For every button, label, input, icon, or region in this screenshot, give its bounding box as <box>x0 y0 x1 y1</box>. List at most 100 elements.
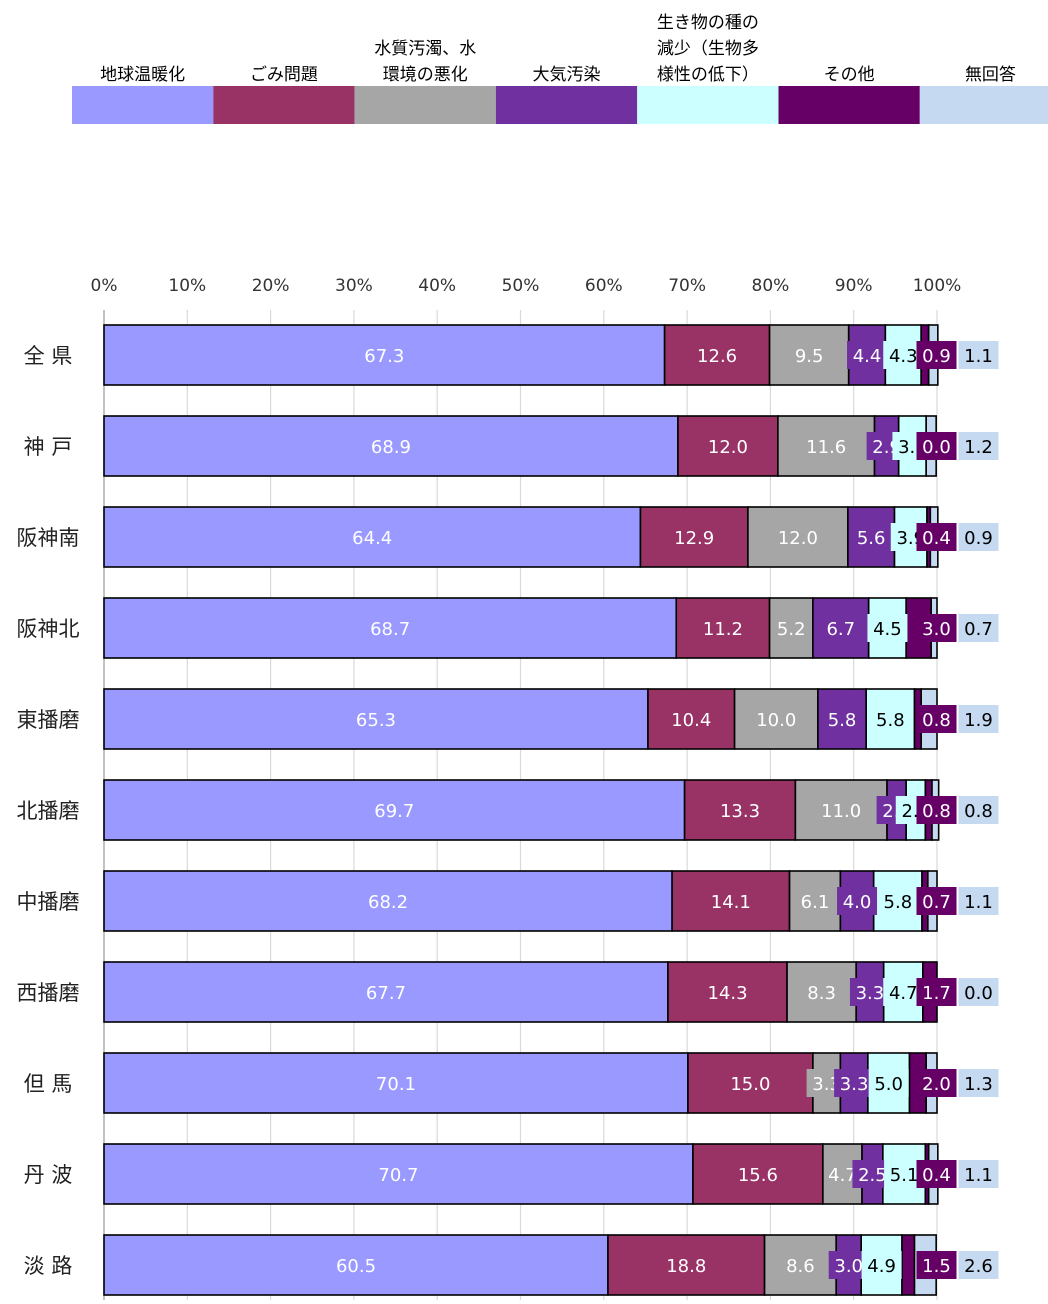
bar-segment <box>901 1234 916 1296</box>
bar-segment <box>103 506 642 568</box>
x-tick-label: 30% <box>335 276 373 296</box>
value-label-bg <box>877 887 918 915</box>
value-label: 1.1 <box>964 1165 993 1186</box>
value-label-bg <box>916 1160 957 1188</box>
category-label: 西播磨 <box>17 981 80 1005</box>
value-label: 1.1 <box>964 346 993 367</box>
value-label: 18.8 <box>666 1256 706 1277</box>
value-label: 3.3 <box>812 1074 841 1095</box>
x-tick-label: 50% <box>502 276 540 296</box>
bar-segment <box>663 324 771 386</box>
value-label: 4.0 <box>843 892 872 913</box>
x-tick-label: 20% <box>252 276 290 296</box>
value-label: 12.0 <box>708 437 748 458</box>
bar-segment <box>675 597 771 659</box>
value-label: 2.5 <box>858 1165 887 1186</box>
value-label: 1.1 <box>964 892 993 913</box>
value-label: 4.9 <box>867 1256 896 1277</box>
value-label: 0.7 <box>922 892 951 913</box>
value-label: 12.0 <box>778 528 818 549</box>
value-label: 2.0 <box>922 1074 951 1095</box>
value-label-bg <box>847 341 888 369</box>
value-label: 1.3 <box>964 1074 993 1095</box>
value-label: 0.9 <box>922 346 951 367</box>
bar-row: 70.7 15.6 4.7 2.5 5.1 0.4 1.1 <box>103 1143 999 1205</box>
value-label: 70.7 <box>378 1165 418 1186</box>
x-tick-label: 90% <box>835 276 873 296</box>
value-label: 9.5 <box>795 346 824 367</box>
value-label: 5.8 <box>828 710 857 731</box>
value-label: 3.3 <box>856 983 885 1004</box>
value-label: 0.9 <box>964 528 993 549</box>
legend-label: 地球温暖化 <box>100 65 185 85</box>
value-label: 13.3 <box>720 801 760 822</box>
bar-segment <box>103 597 678 659</box>
value-label: 60.5 <box>336 1256 376 1277</box>
value-label-bg <box>958 341 999 369</box>
x-tick-label: 80% <box>752 276 790 296</box>
value-label: 10.0 <box>756 710 796 731</box>
value-label: 3.0 <box>834 1256 863 1277</box>
value-label: 4.7 <box>889 983 918 1004</box>
category-label: 北播磨 <box>17 799 80 823</box>
value-label: 6.1 <box>801 892 830 913</box>
value-label: 12.9 <box>674 528 714 549</box>
bar-segment <box>786 961 857 1023</box>
value-label: 67.7 <box>366 983 406 1004</box>
value-label-bg <box>868 1069 909 1097</box>
value-label: 4.4 <box>853 346 882 367</box>
value-label-bg <box>958 796 999 824</box>
value-label: 4.5 <box>873 619 902 640</box>
value-label: 69.7 <box>374 801 414 822</box>
bar-segment <box>747 506 849 568</box>
value-label: 8.6 <box>786 1256 815 1277</box>
legend-label: 様性の低下） <box>657 65 759 85</box>
value-label: 68.2 <box>368 892 408 913</box>
value-label-bg <box>958 1160 999 1188</box>
legend-label: 水質汚濁、水 <box>374 39 476 59</box>
value-label-bg <box>851 523 892 551</box>
bar-segment <box>667 961 788 1023</box>
value-label-bg <box>958 523 999 551</box>
bar-segment <box>683 779 797 841</box>
value-label-bg <box>916 1251 957 1279</box>
bar-row: 69.713.311.02.32.30.80.8 <box>103 779 999 841</box>
legend-swatch <box>213 86 355 124</box>
value-label: 5.1 <box>890 1165 919 1186</box>
value-label: 0.0 <box>922 437 951 458</box>
bar-segment <box>677 415 779 477</box>
value-label-bg <box>958 432 999 460</box>
value-label-bg <box>958 614 999 642</box>
value-label-bg <box>958 705 999 733</box>
value-label: 12.6 <box>697 346 737 367</box>
value-label-bg <box>916 341 957 369</box>
value-label: 5.2 <box>777 619 806 640</box>
legend-swatch <box>637 86 779 124</box>
legend-swatch <box>778 86 920 124</box>
value-label: 3.0 <box>922 619 951 640</box>
value-label: 65.3 <box>356 710 396 731</box>
legend-swatch <box>354 86 496 124</box>
value-label: 68.7 <box>370 619 410 640</box>
value-label: 5.8 <box>884 892 913 913</box>
value-label: 4.7 <box>828 1165 857 1186</box>
value-label-bg <box>822 705 863 733</box>
legend-swatch <box>72 86 214 124</box>
value-label-bg <box>916 523 957 551</box>
value-label: 1.9 <box>964 710 993 731</box>
legend-label: 減少（生物多 <box>657 39 759 59</box>
value-label: 0.0 <box>964 983 993 1004</box>
value-label: 67.3 <box>364 346 404 367</box>
x-tick-label: 10% <box>168 276 206 296</box>
legend-label: 環境の悪化 <box>383 65 468 85</box>
bar-segment <box>671 870 791 932</box>
value-label: 11.0 <box>821 801 861 822</box>
value-label: 2.6 <box>964 1256 993 1277</box>
bar-segment <box>639 506 749 568</box>
bar-row: 68.2 14.1 6.1 4.0 5.8 0.7 1.1 <box>103 870 999 932</box>
value-label: 0.4 <box>922 528 951 549</box>
legend-label: 生き物の種の <box>657 13 759 33</box>
category-label: 但 馬 <box>24 1072 73 1096</box>
